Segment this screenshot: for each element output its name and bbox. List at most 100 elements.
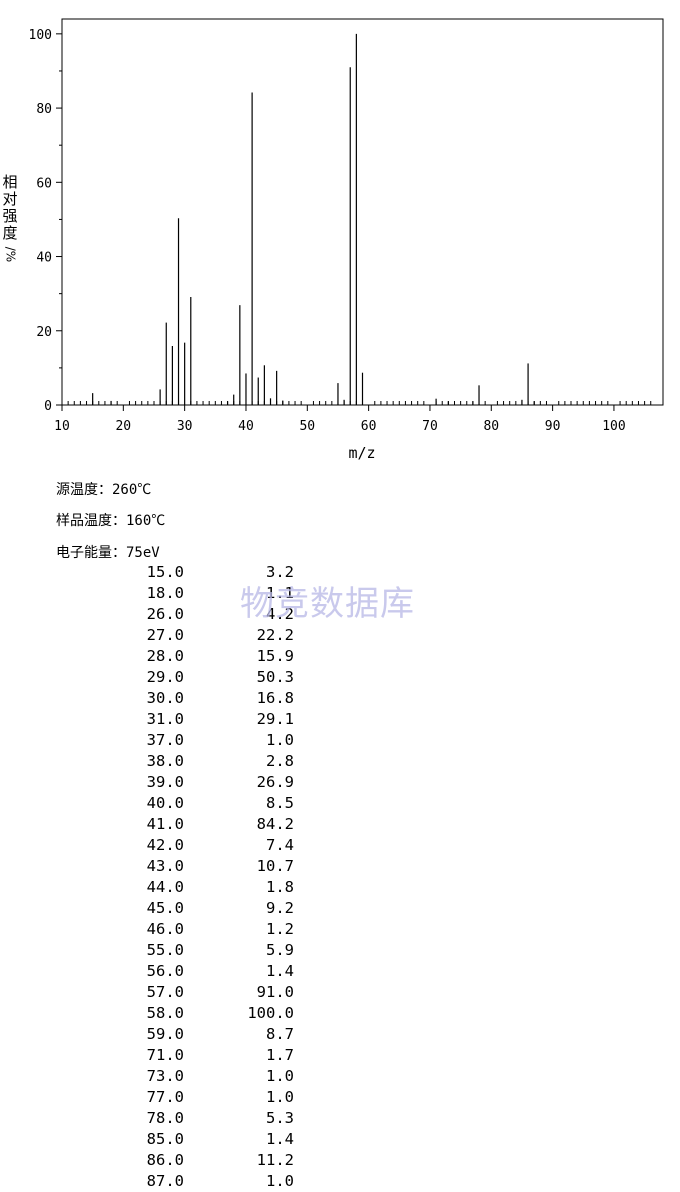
abundance-value: 10.7 — [257, 856, 294, 877]
abundance-value: 1.2 — [266, 919, 294, 940]
mz-value: 85.0 — [147, 1129, 184, 1150]
abundance-value: 1.0 — [266, 1066, 294, 1087]
mz-value: 56.0 — [147, 961, 184, 982]
mz-value: 41.0 — [147, 814, 184, 835]
table-row: 55.0 5.9 — [100, 940, 300, 961]
abundance-value: 1.7 — [266, 1045, 294, 1066]
mz-value: 43.0 — [147, 856, 184, 877]
x-tick-label: 10 — [54, 419, 70, 434]
x-tick-label: 60 — [361, 419, 377, 434]
table-row: 42.0 7.4 — [100, 835, 300, 856]
x-tick-label: 20 — [115, 419, 131, 434]
y-label-char: 相 — [1, 174, 19, 191]
y-tick-label: 0 — [44, 399, 52, 414]
peak-table: 15.0 3.2 18.0 1.1 26.0 4.2 27.0 22.2 28.0 15.9 29.… — [100, 562, 300, 1192]
abundance-value: 7.4 — [266, 835, 294, 856]
plot-frame — [62, 19, 663, 405]
electron-energy: 电子能量：75eV — [56, 542, 160, 562]
abundance-value: 5.9 — [266, 940, 294, 961]
x-tick-label: 30 — [177, 419, 193, 434]
mz-value: 26.0 — [147, 604, 184, 625]
mz-value: 78.0 — [147, 1108, 184, 1129]
abundance-value: 1.8 — [266, 877, 294, 898]
abundance-value: 11.2 — [257, 1150, 294, 1171]
table-row: 78.0 5.3 — [100, 1108, 300, 1129]
y-label-char: 强 — [1, 208, 19, 225]
mz-value: 37.0 — [147, 730, 184, 751]
x-tick-label: 50 — [299, 419, 315, 434]
mz-value: 15.0 — [147, 562, 184, 583]
mz-value: 44.0 — [147, 877, 184, 898]
table-row: 39.0 26.9 — [100, 772, 300, 793]
table-row: 27.0 22.2 — [100, 625, 300, 646]
abundance-value: 16.8 — [257, 688, 294, 709]
table-row: 46.0 1.2 — [100, 919, 300, 940]
abundance-value: 1.4 — [266, 961, 294, 982]
abundance-value: 26.9 — [257, 772, 294, 793]
sample-temperature: 样品温度：160℃ — [56, 510, 165, 530]
table-row: 59.0 8.7 — [100, 1024, 300, 1045]
table-row: 43.0 10.7 — [100, 856, 300, 877]
mz-value: 39.0 — [147, 772, 184, 793]
abundance-value: 50.3 — [257, 667, 294, 688]
mz-value: 86.0 — [147, 1150, 184, 1171]
x-tick-label: 70 — [422, 419, 438, 434]
y-tick-label: 60 — [36, 176, 52, 191]
table-row: 30.0 16.8 — [100, 688, 300, 709]
table-row: 77.0 1.0 — [100, 1087, 300, 1108]
mz-value: 18.0 — [147, 583, 184, 604]
table-row: 73.0 1.0 — [100, 1066, 300, 1087]
mz-value: 71.0 — [147, 1045, 184, 1066]
abundance-value: 1.0 — [266, 730, 294, 751]
y-tick-label: 20 — [36, 325, 52, 340]
abundance-value: 29.1 — [257, 709, 294, 730]
y-tick-label: 80 — [36, 102, 52, 117]
table-row: 37.0 1.0 — [100, 730, 300, 751]
y-tick-label: 100 — [29, 28, 52, 43]
mz-value: 55.0 — [147, 940, 184, 961]
x-tick-label: 90 — [545, 419, 561, 434]
abundance-value: 8.7 — [266, 1024, 294, 1045]
abundance-value: 1.0 — [266, 1087, 294, 1108]
abundance-value: 9.2 — [266, 898, 294, 919]
mz-value: 73.0 — [147, 1066, 184, 1087]
table-row: 56.0 1.4 — [100, 961, 300, 982]
mz-value: 38.0 — [147, 751, 184, 772]
y-tick-label: 40 — [36, 251, 52, 266]
y-label-char: 对 — [1, 191, 19, 208]
table-row: 28.0 15.9 — [100, 646, 300, 667]
mz-value: 58.0 — [147, 1003, 184, 1024]
x-axis-label: m/z — [348, 444, 375, 462]
abundance-value: 1.0 — [266, 1171, 294, 1192]
source-temperature: 源温度：260℃ — [56, 479, 151, 499]
mz-value: 77.0 — [147, 1087, 184, 1108]
table-row: 71.0 1.7 — [100, 1045, 300, 1066]
abundance-value: 15.9 — [257, 646, 294, 667]
abundance-value: 100.0 — [247, 1003, 294, 1024]
mass-spectrum-chart: 10 20 30 40 50 60 70 80 90 100 0 20 40 60 80 100 m/z — [0, 0, 680, 470]
table-row: 87.0 1.0 — [100, 1171, 300, 1192]
mz-value: 87.0 — [147, 1171, 184, 1192]
abundance-value: 5.3 — [266, 1108, 294, 1129]
mz-value: 31.0 — [147, 709, 184, 730]
x-tick-label: 40 — [238, 419, 254, 434]
table-row: 31.0 29.1 — [100, 709, 300, 730]
abundance-value: 8.5 — [266, 793, 294, 814]
watermark-text: 物竞数据库 — [240, 576, 415, 625]
abundance-value: 84.2 — [257, 814, 294, 835]
mz-value: 57.0 — [147, 982, 184, 1003]
mz-value: 59.0 — [147, 1024, 184, 1045]
x-tick-label: 80 — [483, 419, 499, 434]
table-row: 41.0 84.2 — [100, 814, 300, 835]
table-row: 57.0 91.0 — [100, 982, 300, 1003]
y-axis-label: 相对强度 /% — [1, 174, 19, 263]
mz-value: 46.0 — [147, 919, 184, 940]
mz-value: 40.0 — [147, 793, 184, 814]
table-row: 86.0 11.2 — [100, 1150, 300, 1171]
mz-value: 28.0 — [147, 646, 184, 667]
abundance-value: 22.2 — [257, 625, 294, 646]
table-row: 58.0 100.0 — [100, 1003, 300, 1024]
abundance-value: 1.4 — [266, 1129, 294, 1150]
y-label-char: /% — [2, 246, 19, 264]
abundance-value: 2.8 — [266, 751, 294, 772]
